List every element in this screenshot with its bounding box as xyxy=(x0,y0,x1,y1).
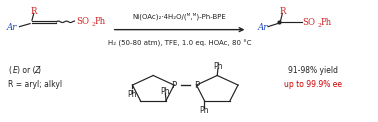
Text: E: E xyxy=(13,66,18,75)
Text: SO: SO xyxy=(76,17,89,26)
Text: up to 99.9% ee: up to 99.9% ee xyxy=(284,80,342,89)
Text: Ph: Ph xyxy=(128,90,137,99)
Text: ): ) xyxy=(37,66,40,75)
Text: SO: SO xyxy=(303,18,316,27)
Text: Ar: Ar xyxy=(257,23,268,32)
Text: P: P xyxy=(172,81,177,90)
Text: ) or (: ) or ( xyxy=(17,66,35,75)
Text: H₂ (50-80 atm), TFE, 1.0 eq. HOAc, 80 °C: H₂ (50-80 atm), TFE, 1.0 eq. HOAc, 80 °C xyxy=(108,40,251,47)
Text: R: R xyxy=(280,7,287,16)
Text: Ph: Ph xyxy=(161,87,170,96)
Text: 2: 2 xyxy=(318,23,322,28)
Text: Ph: Ph xyxy=(321,18,332,27)
Text: 2: 2 xyxy=(91,22,95,27)
Text: Ni(OAc)₂·4H₂O/(ᴹ,ᴹ)-Ph-BPE: Ni(OAc)₂·4H₂O/(ᴹ,ᴹ)-Ph-BPE xyxy=(133,12,226,20)
Text: R = aryl; alkyl: R = aryl; alkyl xyxy=(8,80,62,89)
Text: R: R xyxy=(31,7,37,16)
Text: Ph: Ph xyxy=(213,62,223,71)
Text: (: ( xyxy=(8,66,11,75)
Text: Ar: Ar xyxy=(7,23,17,32)
Text: Ph: Ph xyxy=(94,17,105,26)
Text: P: P xyxy=(194,81,199,90)
Text: Ph: Ph xyxy=(200,106,209,115)
Text: 91-98% yield: 91-98% yield xyxy=(288,66,338,75)
Text: Z: Z xyxy=(34,66,39,75)
